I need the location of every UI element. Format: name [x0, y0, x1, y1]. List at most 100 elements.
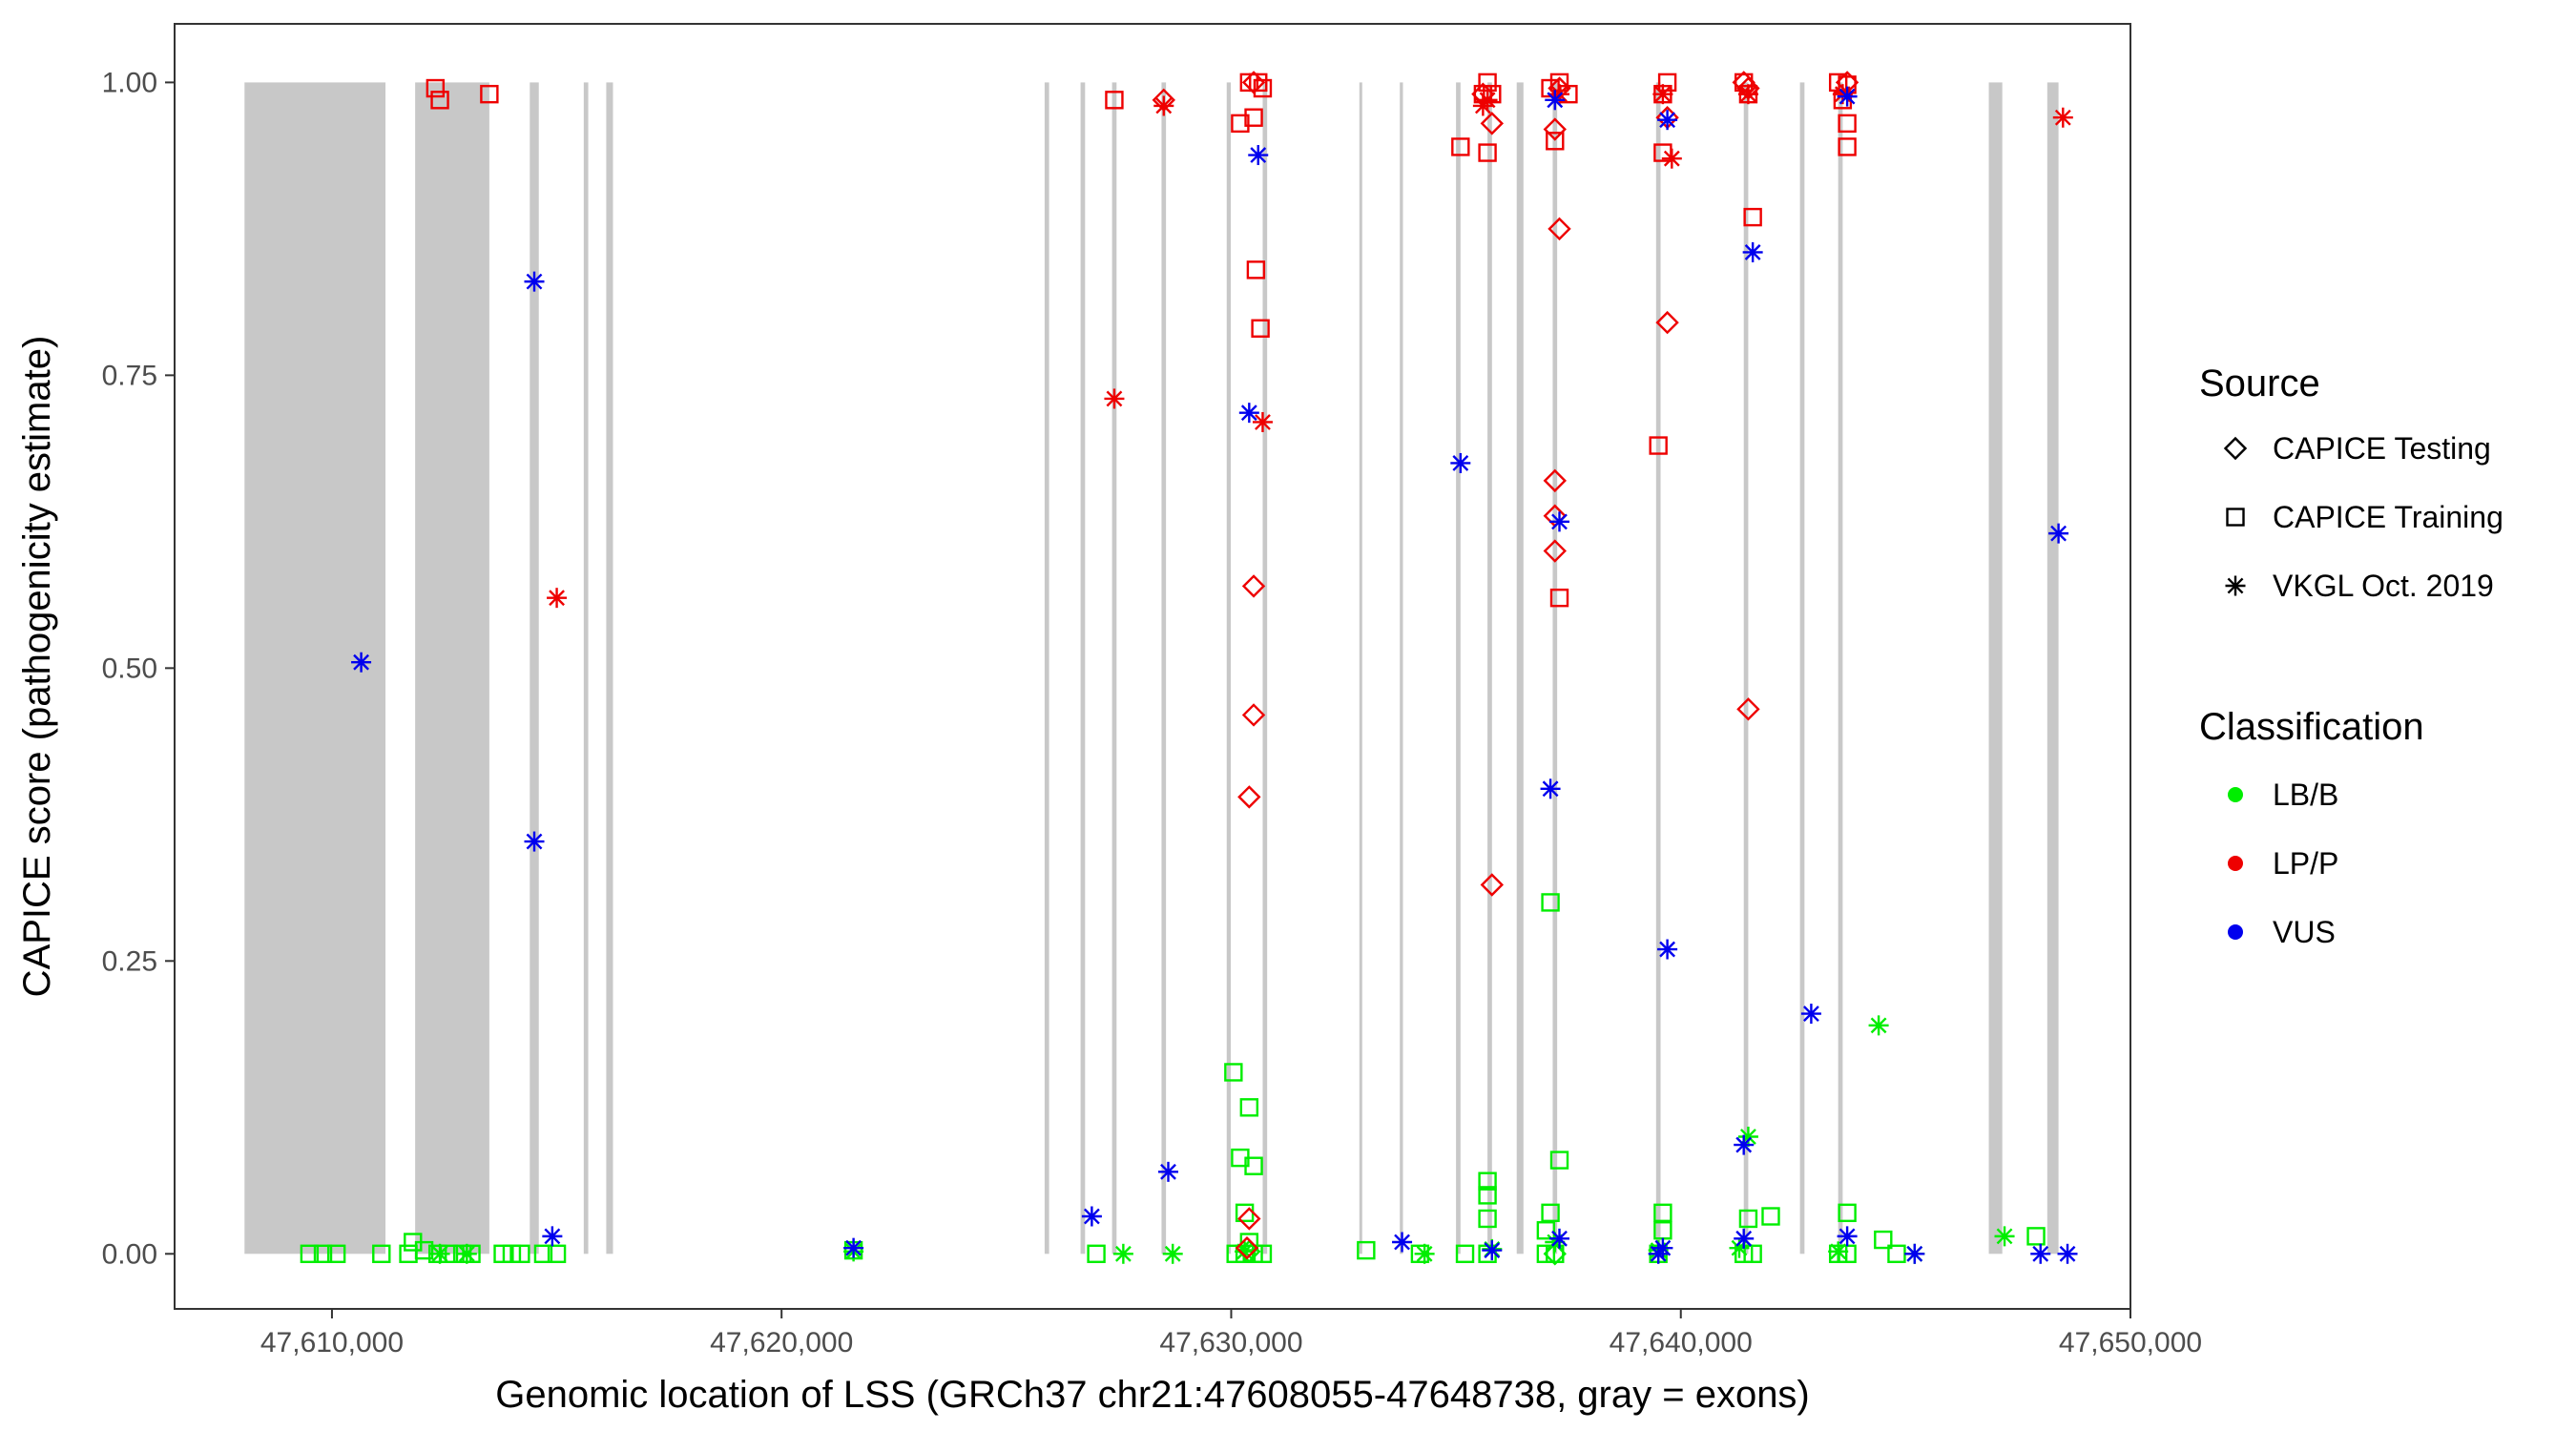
data-point [1237, 1207, 1261, 1231]
data-point [1738, 1209, 1758, 1229]
data-point [456, 1243, 477, 1264]
data-point [2052, 107, 2073, 128]
data-point [1477, 90, 1498, 111]
exon-band [1044, 82, 1049, 1255]
data-point [1253, 1244, 1273, 1263]
exon-band [1743, 82, 1749, 1255]
exon-band [606, 82, 613, 1255]
exon-bands [244, 82, 2059, 1255]
data-point [542, 1226, 563, 1247]
data-point [300, 1244, 320, 1263]
data-point [1153, 95, 1174, 116]
exon-band [1400, 82, 1403, 1255]
data-point [414, 1240, 434, 1260]
data-point [1087, 1244, 1106, 1263]
exon-band [1799, 82, 1805, 1255]
data-point [1451, 137, 1470, 156]
data-point [1536, 1221, 1556, 1240]
x-axis: 47,610,000 47,620,000 47,630,000 47,640,000… [260, 1309, 2202, 1358]
data-point [426, 78, 446, 98]
data-point [1543, 117, 1567, 141]
data-point [1482, 1240, 1503, 1261]
data-point [1837, 1226, 1858, 1247]
data-point [1104, 388, 1125, 409]
data-point [524, 271, 545, 292]
data-point [1248, 145, 1269, 166]
y-axis-title: CAPICE score (pathogenicity estimate) [16, 336, 58, 998]
y-tick-label: 1.00 [102, 67, 157, 98]
data-point [1736, 697, 1760, 721]
data-point [1548, 217, 1571, 241]
legend-classification-label: LB/B [2273, 778, 2338, 812]
data-point [1549, 588, 1569, 608]
data-point [2048, 523, 2069, 544]
data-point [1549, 1151, 1569, 1170]
exon-band [244, 82, 386, 1255]
exon-band [415, 82, 489, 1255]
exon-band [1516, 82, 1524, 1255]
data-point [1246, 260, 1266, 280]
data-point [1543, 468, 1567, 493]
data-point [1455, 1244, 1475, 1263]
data-point [1653, 1203, 1672, 1223]
data-point [1543, 1242, 1567, 1266]
exon-band [1655, 82, 1661, 1255]
legend-source-label: CAPICE Testing [2273, 431, 2491, 466]
data-point [1237, 785, 1261, 809]
data-point [1546, 132, 1565, 151]
data-point [1480, 873, 1505, 897]
exon-band [1552, 82, 1558, 1255]
data-point [1251, 319, 1270, 338]
data-point [1478, 1186, 1497, 1205]
data-point [1112, 1243, 1133, 1264]
data-point [372, 1244, 391, 1263]
data-point [1904, 1243, 1925, 1264]
data-point [1648, 1243, 1669, 1264]
data-point [313, 1244, 333, 1263]
exon-band [530, 82, 539, 1255]
data-point [547, 588, 568, 609]
data-point [1241, 574, 1266, 598]
data-point [1392, 1232, 1413, 1253]
exon-band [1359, 82, 1362, 1255]
data-point [1241, 703, 1266, 727]
y-tick-label: 0.75 [102, 360, 157, 391]
data-point [511, 1244, 530, 1263]
x-tick-label: 47,630,000 [1159, 1327, 1302, 1358]
data-point [429, 1243, 450, 1264]
data-point [1838, 1203, 1857, 1223]
legend-source-items: CAPICE Testing CAPICE Training VKGL Oct. 2… [2223, 431, 2503, 603]
data-point [1548, 511, 1569, 532]
data-point [1737, 84, 1758, 105]
legend-source-title: Source [2199, 363, 2320, 404]
exon-band [1111, 82, 1117, 1255]
data-point [2057, 1243, 2078, 1264]
data-point [1478, 1172, 1497, 1191]
data-point [1450, 452, 1471, 473]
data-point [1081, 1206, 1102, 1227]
data-point [547, 1244, 567, 1263]
data-point [351, 652, 372, 673]
data-point [1478, 1209, 1497, 1229]
data-point [326, 1244, 346, 1263]
data-point [524, 831, 545, 852]
data-point [1480, 112, 1505, 135]
legend-classification-items: LB/B LP/P VUS [2228, 778, 2338, 949]
exon-band [1838, 82, 1843, 1255]
x-tick-label: 47,610,000 [260, 1327, 404, 1358]
data-point [1483, 84, 1502, 104]
exon-band [1161, 82, 1167, 1255]
data-point [1732, 71, 1755, 94]
data-point [1994, 1226, 2015, 1247]
data-point [1661, 148, 1682, 169]
data-point [1239, 1098, 1259, 1117]
data-point [1414, 1243, 1435, 1264]
legend-source-key [2225, 575, 2246, 596]
data-point [1241, 71, 1266, 94]
exon-band [1487, 82, 1492, 1255]
y-axis: 0.00 0.25 0.50 0.75 1.00 [102, 67, 175, 1270]
data-point [1800, 1004, 1821, 1025]
x-tick-label: 47,650,000 [2059, 1327, 2202, 1358]
data-point [1543, 539, 1567, 563]
exon-band [1988, 82, 2003, 1255]
